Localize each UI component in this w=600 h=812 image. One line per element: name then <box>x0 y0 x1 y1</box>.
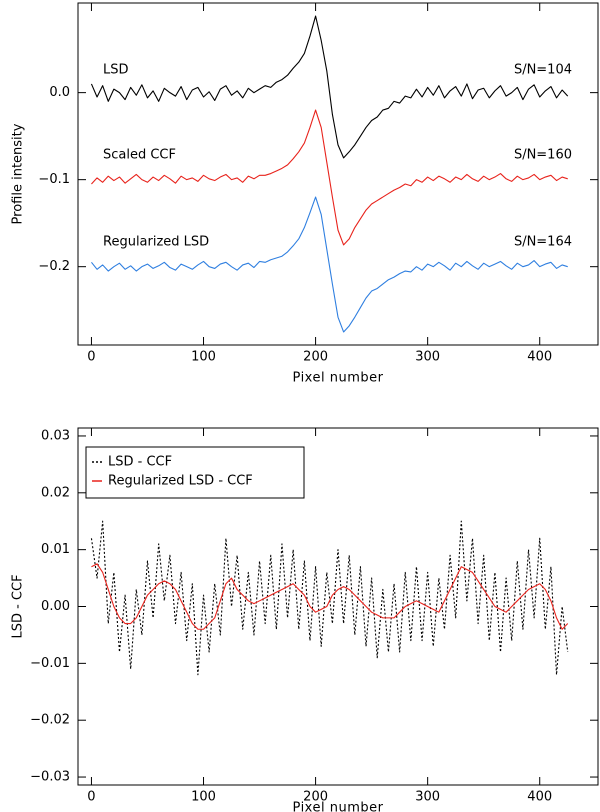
y-tick-label: −0.03 <box>30 770 70 785</box>
sn-label: S/N=160 <box>514 148 572 163</box>
y-axis-label: Profile intensity <box>11 123 26 224</box>
data-line <box>91 196 568 333</box>
sn-label: S/N=104 <box>514 63 572 78</box>
legend-label: LSD - CCF <box>108 455 172 470</box>
legend: LSD - CCF Regularized LSD - CCF <box>85 446 305 499</box>
y-tick-label: −0.2 <box>38 259 70 274</box>
series-label: LSD <box>103 63 129 78</box>
series-label: Regularized LSD <box>103 235 209 250</box>
x-axis-label: Pixel number <box>293 801 384 812</box>
y-tick-label: 0.02 <box>41 485 70 500</box>
x-tick-label: 100 <box>191 350 216 365</box>
legend-box <box>85 446 305 499</box>
y-tick-label: −0.1 <box>38 172 70 187</box>
data-line <box>91 563 569 630</box>
plot-frame <box>77 2 599 346</box>
series-label: Scaled CCF <box>103 148 176 163</box>
y-tick-label: 0.03 <box>41 428 70 443</box>
y-tick-label: 0.00 <box>41 599 70 614</box>
x-tick-label: 400 <box>527 790 552 805</box>
data-line <box>90 520 569 676</box>
panel: 0 100 200 300 400 −0.03 −0.02 −0.01 0.00 0.01 0.02… <box>11 427 599 812</box>
y-axis-label: LSD - CCF <box>11 574 26 638</box>
x-tick-label: 100 <box>191 790 216 805</box>
y-tick-label: 0.01 <box>41 542 70 557</box>
x-tick-label: 400 <box>527 350 552 365</box>
x-axis-label: Pixel number <box>293 371 384 386</box>
legend-label: Regularized LSD - CCF <box>108 474 253 489</box>
y-tick-label: 0.0 <box>49 85 70 100</box>
data-line <box>91 109 568 246</box>
y-tick-label: −0.02 <box>30 713 70 728</box>
data-line <box>90 15 569 159</box>
x-tick-label: 200 <box>303 350 328 365</box>
x-tick-label: 300 <box>415 790 440 805</box>
panel: 0 100 200 300 400 −0.2 −0.1 0.0 Pixel number Prof… <box>11 2 599 386</box>
y-tick-label: −0.01 <box>30 656 70 671</box>
sn-label: S/N=164 <box>514 235 572 250</box>
x-tick-label: 200 <box>303 790 328 805</box>
x-tick-label: 0 <box>87 350 95 365</box>
x-tick-label: 0 <box>87 790 95 805</box>
x-tick-label: 300 <box>415 350 440 365</box>
